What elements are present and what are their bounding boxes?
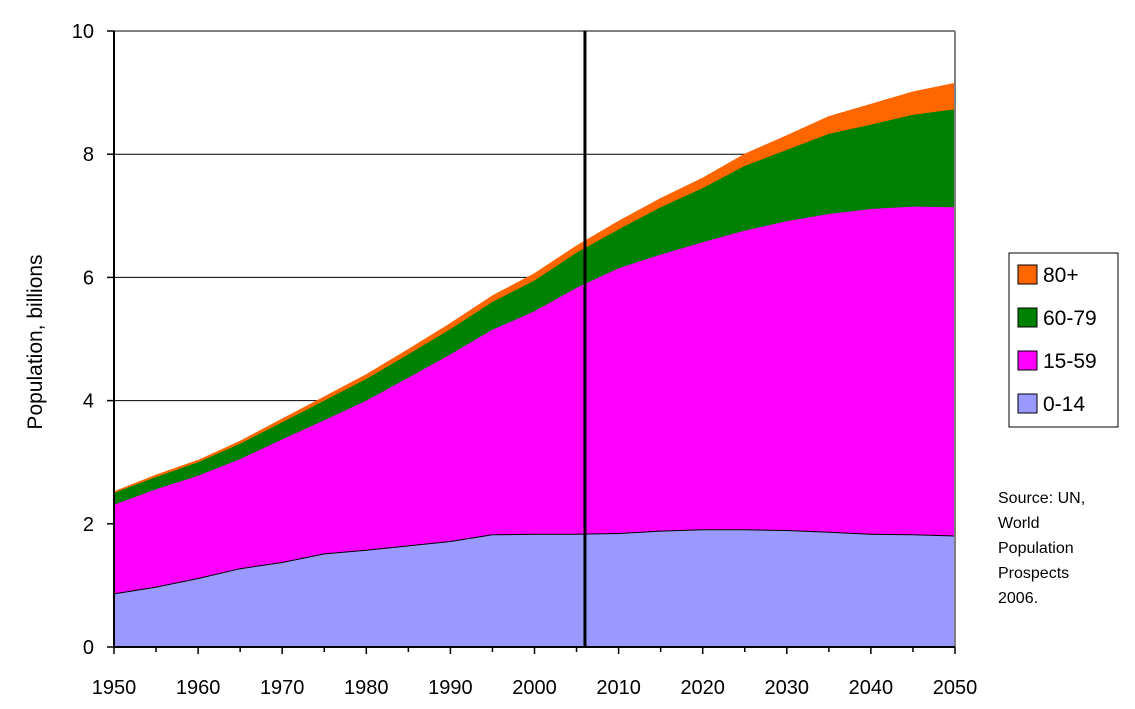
legend-label: 0-14 [1043,393,1085,416]
source-note-line: Population [998,540,1074,557]
legend-swatch [1017,264,1038,285]
y-tick-label: 4 [83,391,94,413]
x-tick-label: 2030 [765,677,810,699]
x-tick-label: 1980 [344,677,389,699]
x-tick-label: 1970 [260,677,305,699]
y-tick-label: 8 [83,144,94,166]
y-tick-label: 6 [83,267,94,289]
x-tick-label: 1950 [92,677,137,699]
x-tick-label: 1960 [176,677,221,699]
source-note-line: Prospects [998,565,1070,582]
source-note-line: Source: UN, [998,490,1086,507]
legend-swatch [1017,350,1038,371]
source-note-line: World [998,515,1040,532]
area-series-15-59 [114,206,955,594]
area-series-0-14 [114,529,955,647]
area-boundary-80+ [113,82,956,493]
y-tick-label: 0 [83,637,94,659]
x-tick-label: 2050 [933,677,978,699]
x-tick-label: 2000 [512,677,557,699]
legend-label: 60-79 [1043,307,1097,330]
y-axis-label: Population, billions [24,254,47,429]
legend-swatch [1017,393,1038,414]
y-tick-label: 10 [72,21,94,43]
area-series-60-79 [114,109,955,505]
legend-label: 15-59 [1043,350,1097,373]
source-note-line: 2006. [998,590,1039,607]
source-note: Source: UN, World Population Prospects 2… [998,486,1118,611]
x-tick-label: 2020 [680,677,725,699]
x-tick-label: 2040 [849,677,894,699]
area-series-80+ [114,83,955,494]
legend-swatch [1017,307,1038,328]
legend-label: 80+ [1043,264,1079,287]
x-tick-label: 2010 [596,677,641,699]
x-tick-label: 1990 [428,677,473,699]
y-tick-label: 2 [83,514,94,536]
